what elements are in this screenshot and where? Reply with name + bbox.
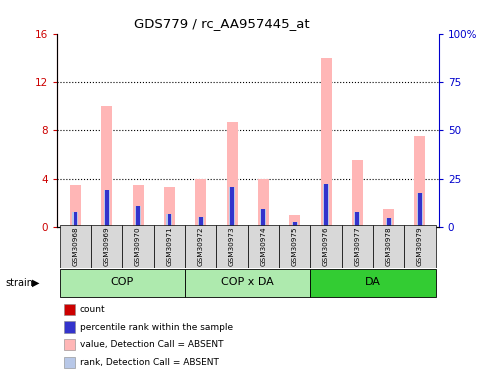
Bar	[387, 226, 390, 227]
Bar	[260, 209, 266, 227]
Bar	[279, 225, 311, 268]
Text: GSM30972: GSM30972	[198, 226, 204, 266]
Bar	[73, 225, 77, 227]
Bar	[72, 212, 78, 227]
Text: GSM30976: GSM30976	[323, 226, 329, 266]
Bar	[60, 269, 185, 297]
Bar	[404, 225, 436, 268]
Bar	[342, 225, 373, 268]
Bar	[154, 225, 185, 268]
Text: rank, Detection Call = ABSENT: rank, Detection Call = ABSENT	[80, 358, 219, 367]
Bar	[91, 225, 122, 268]
Bar	[387, 218, 390, 227]
Bar	[199, 226, 203, 227]
Bar	[355, 226, 359, 227]
Text: count: count	[80, 305, 106, 314]
Bar	[230, 226, 234, 227]
Text: GSM30975: GSM30975	[292, 226, 298, 266]
Bar	[355, 212, 359, 227]
Bar	[418, 226, 422, 227]
Bar	[185, 269, 311, 297]
Bar	[354, 212, 360, 227]
Bar	[168, 226, 172, 227]
Bar	[292, 222, 298, 227]
Bar	[258, 178, 269, 227]
Text: GDS779 / rc_AA957445_at: GDS779 / rc_AA957445_at	[134, 17, 310, 30]
Bar	[324, 184, 328, 227]
Text: GSM30979: GSM30979	[417, 226, 423, 266]
Bar	[70, 184, 81, 227]
Text: COP: COP	[111, 277, 134, 287]
Bar	[293, 222, 297, 227]
Text: GSM30973: GSM30973	[229, 226, 235, 266]
Text: percentile rank within the sample: percentile rank within the sample	[80, 322, 233, 332]
Bar	[417, 193, 423, 227]
Bar	[135, 206, 141, 227]
Bar	[311, 269, 436, 297]
Bar	[320, 58, 331, 227]
Bar	[324, 226, 328, 227]
Bar	[198, 217, 204, 227]
Bar	[386, 218, 391, 227]
Bar	[136, 206, 140, 227]
Bar	[293, 226, 297, 227]
Text: DA: DA	[365, 277, 381, 287]
Bar	[73, 212, 77, 227]
Bar	[164, 187, 175, 227]
Bar	[323, 184, 329, 227]
Bar	[227, 122, 238, 227]
Text: GSM30969: GSM30969	[104, 226, 110, 266]
Bar	[229, 187, 235, 227]
Bar	[168, 214, 172, 227]
Text: GSM30968: GSM30968	[72, 226, 78, 266]
Bar	[352, 160, 363, 227]
Bar	[289, 215, 300, 227]
Text: strain: strain	[5, 278, 33, 288]
Bar	[311, 225, 342, 268]
Text: GSM30970: GSM30970	[135, 226, 141, 266]
Bar	[195, 178, 206, 227]
Bar	[418, 193, 422, 227]
Bar	[105, 190, 109, 227]
Bar	[104, 190, 110, 227]
Bar	[199, 217, 203, 227]
Bar	[216, 225, 248, 268]
Text: GSM30971: GSM30971	[167, 226, 173, 266]
Bar	[261, 226, 265, 227]
Bar	[167, 214, 173, 227]
Text: ▶: ▶	[32, 278, 39, 288]
Bar	[415, 136, 425, 227]
Bar	[185, 225, 216, 268]
Bar	[230, 187, 234, 227]
Bar	[248, 225, 279, 268]
Text: value, Detection Call = ABSENT: value, Detection Call = ABSENT	[80, 340, 223, 349]
Bar	[136, 226, 140, 227]
Bar	[261, 209, 265, 227]
Text: GSM30977: GSM30977	[354, 226, 360, 266]
Text: GSM30974: GSM30974	[260, 226, 266, 266]
Bar	[373, 225, 404, 268]
Text: COP x DA: COP x DA	[221, 277, 274, 287]
Bar	[102, 106, 112, 227]
Text: GSM30978: GSM30978	[386, 226, 391, 266]
Bar	[105, 226, 109, 227]
Bar	[60, 225, 91, 268]
Bar	[133, 184, 143, 227]
Bar	[383, 209, 394, 227]
Bar	[122, 225, 154, 268]
